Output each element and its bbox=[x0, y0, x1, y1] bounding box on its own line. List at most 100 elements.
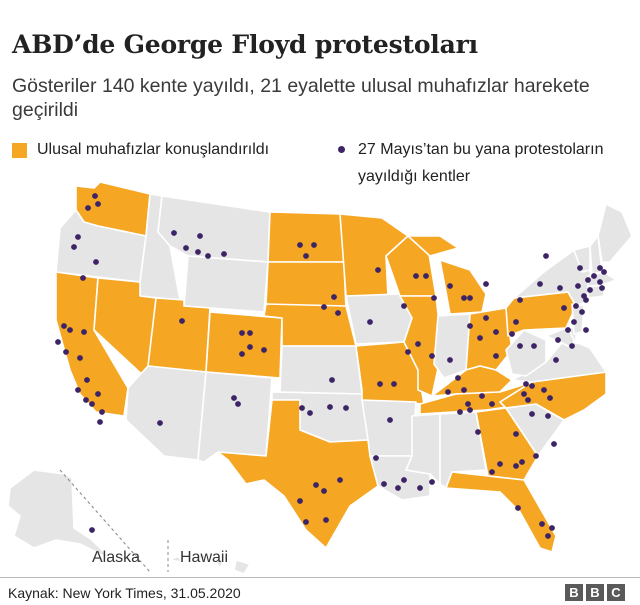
city-dot bbox=[571, 319, 577, 325]
city-dot bbox=[297, 498, 303, 504]
city-dot bbox=[483, 281, 489, 287]
state-colorado bbox=[205, 311, 283, 379]
chart-title: ABD’de George Floyd protestoları bbox=[12, 30, 478, 59]
states-layer bbox=[7, 181, 633, 575]
city-dot bbox=[513, 319, 519, 325]
city-dot bbox=[475, 429, 481, 435]
footer-divider bbox=[0, 577, 640, 578]
city-dot bbox=[183, 245, 189, 251]
city-dot bbox=[343, 405, 349, 411]
state-ohio bbox=[465, 307, 513, 371]
city-dot bbox=[247, 330, 253, 336]
city-dot bbox=[95, 391, 101, 397]
city-dot bbox=[84, 377, 90, 383]
city-dot bbox=[97, 419, 103, 425]
city-dot bbox=[61, 323, 67, 329]
city-dot bbox=[553, 357, 559, 363]
city-dot bbox=[601, 269, 607, 275]
city-dot bbox=[391, 381, 397, 387]
city-dot bbox=[531, 343, 537, 349]
city-dot bbox=[321, 304, 327, 310]
legend-guard-label: Ulusal muhafızlar konuşlandırıldı bbox=[37, 141, 270, 158]
city-dot bbox=[423, 273, 429, 279]
city-dot bbox=[415, 341, 421, 347]
city-dot bbox=[335, 310, 341, 316]
city-dot bbox=[313, 482, 319, 488]
state-indiana bbox=[433, 313, 471, 379]
city-dots-layer bbox=[55, 193, 607, 539]
city-dot bbox=[205, 253, 211, 259]
city-dot bbox=[447, 283, 453, 289]
state-montana bbox=[157, 195, 271, 263]
bbc-logo-letter: B bbox=[565, 584, 583, 601]
state-utah bbox=[147, 297, 211, 373]
city-dot bbox=[447, 357, 453, 363]
city-dot bbox=[239, 330, 245, 336]
legend-guard-swatch bbox=[12, 142, 27, 158]
city-dot bbox=[235, 401, 241, 407]
inset-dividers bbox=[59, 469, 169, 573]
city-dot bbox=[513, 463, 519, 469]
city-dot bbox=[405, 349, 411, 355]
city-dot bbox=[321, 488, 327, 494]
city-dot bbox=[329, 377, 335, 383]
city-dot bbox=[537, 281, 543, 287]
state-michigan bbox=[439, 259, 487, 315]
state-arizona bbox=[125, 365, 207, 461]
city-dot bbox=[261, 347, 267, 353]
us-protest-map bbox=[7, 181, 633, 575]
city-dot bbox=[221, 251, 227, 257]
state-florida bbox=[445, 471, 557, 553]
state-texas bbox=[217, 399, 379, 549]
city-dot bbox=[331, 294, 337, 300]
city-dot bbox=[483, 315, 489, 321]
city-dot bbox=[77, 355, 83, 361]
legend-city-dot bbox=[338, 146, 345, 153]
city-dot bbox=[80, 275, 86, 281]
inset-label-alaska: Alaska bbox=[92, 549, 141, 566]
city-dot bbox=[541, 387, 547, 393]
city-dot bbox=[517, 343, 523, 349]
city-dot bbox=[89, 527, 95, 533]
city-dot bbox=[539, 521, 545, 527]
city-dot bbox=[467, 407, 473, 413]
city-dot bbox=[55, 339, 61, 345]
city-dot bbox=[431, 295, 437, 301]
city-dot bbox=[375, 267, 381, 273]
state-maine bbox=[597, 203, 633, 263]
city-dot bbox=[157, 420, 163, 426]
state-wyoming bbox=[183, 255, 269, 313]
city-dot bbox=[577, 265, 583, 271]
legend-guard: Ulusal muhafızlar konuşlandırıldı bbox=[12, 141, 269, 159]
inset-label-hawaii: Hawaii bbox=[180, 549, 229, 566]
city-dot bbox=[533, 453, 539, 459]
city-dot bbox=[461, 387, 467, 393]
city-dot bbox=[75, 387, 81, 393]
city-dot bbox=[99, 409, 105, 415]
city-dot bbox=[401, 303, 407, 309]
city-dot bbox=[585, 277, 591, 283]
city-dot bbox=[551, 441, 557, 447]
state-alaska bbox=[7, 469, 113, 561]
bbc-logo: B B C bbox=[565, 584, 625, 601]
city-dot bbox=[381, 481, 387, 487]
city-dot bbox=[493, 329, 499, 335]
state-arkansas bbox=[361, 399, 417, 457]
city-dot bbox=[455, 375, 461, 381]
city-dot bbox=[92, 193, 98, 199]
city-dot bbox=[557, 285, 563, 291]
city-dot bbox=[521, 391, 527, 397]
state-new-jersey bbox=[571, 303, 585, 335]
city-dot bbox=[197, 233, 203, 239]
city-dot bbox=[575, 283, 581, 289]
city-dot bbox=[513, 431, 519, 437]
city-dot bbox=[587, 287, 593, 293]
city-dot bbox=[311, 242, 317, 248]
city-dot bbox=[401, 477, 407, 483]
city-dot bbox=[195, 249, 201, 255]
city-dot bbox=[591, 273, 597, 279]
city-dot bbox=[307, 410, 313, 416]
city-dot bbox=[337, 477, 343, 483]
city-dot bbox=[67, 327, 73, 333]
city-dot bbox=[477, 335, 483, 341]
